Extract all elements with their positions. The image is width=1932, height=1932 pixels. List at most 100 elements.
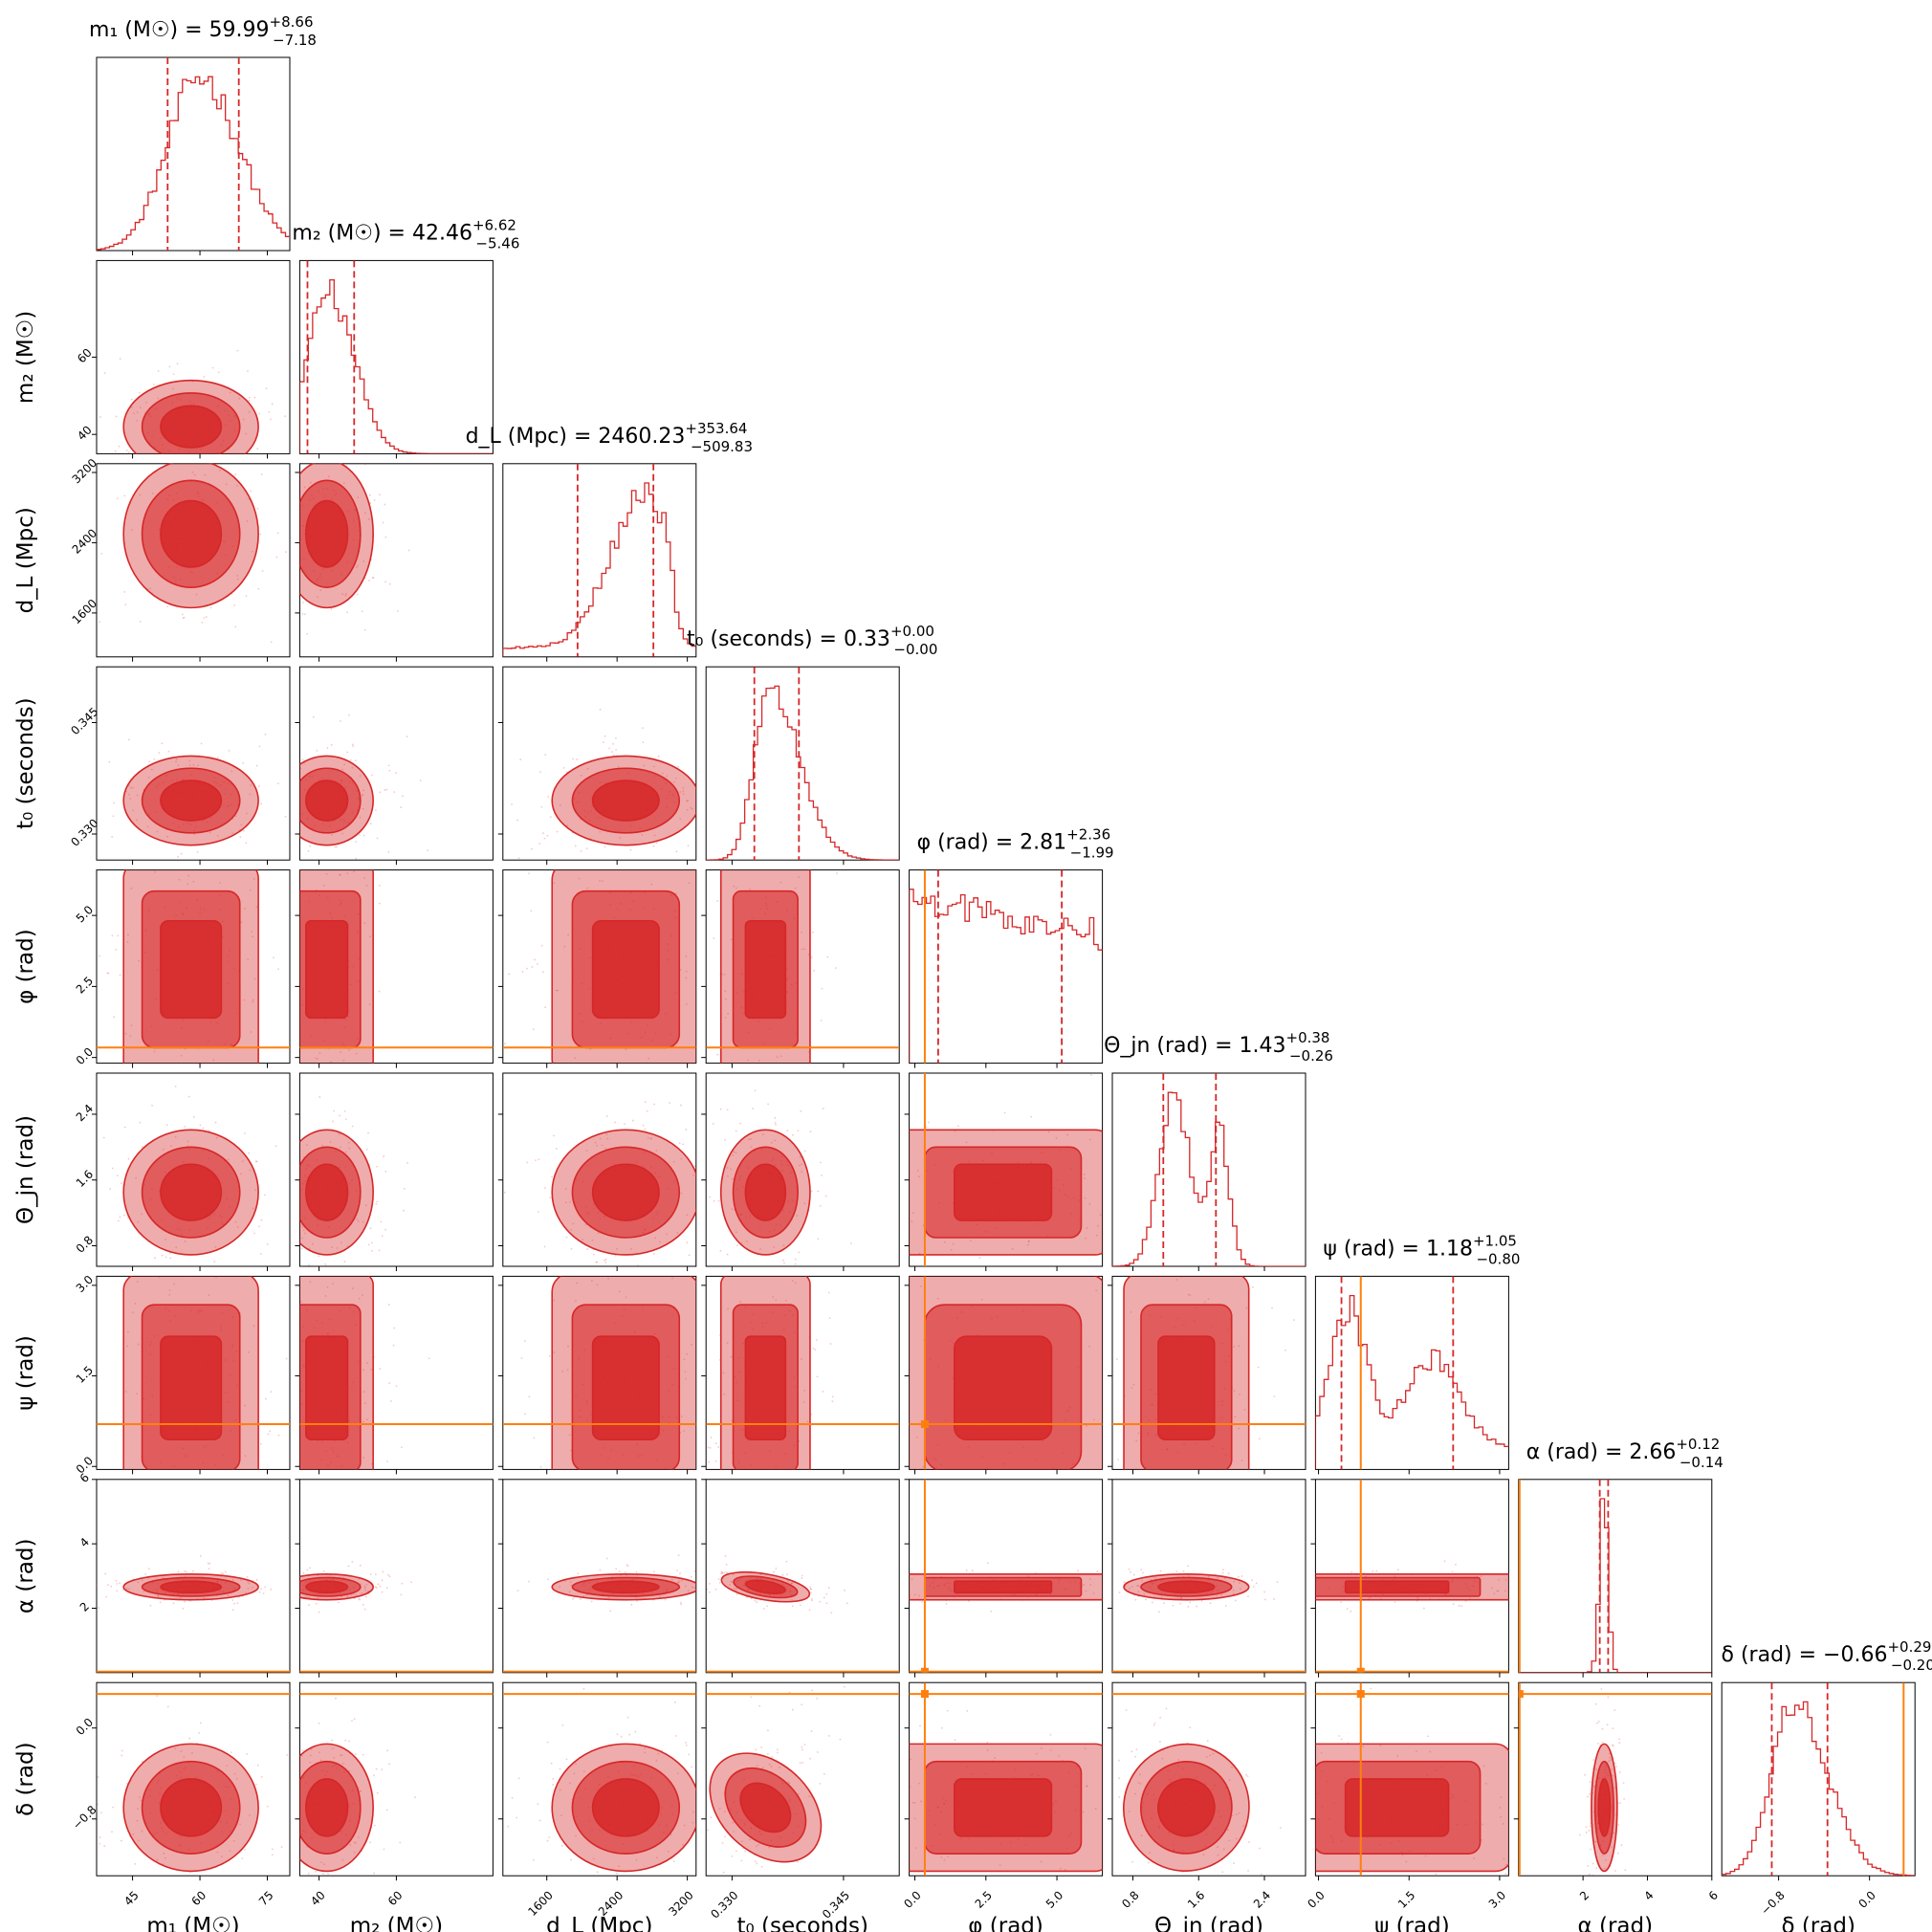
scatter-point <box>672 1160 675 1163</box>
scatter-point <box>270 1391 273 1394</box>
scatter-point <box>672 1860 675 1863</box>
scatter-point <box>735 1592 738 1595</box>
scatter-point <box>1145 1598 1147 1601</box>
scatter-point <box>760 1865 763 1868</box>
scatter-point <box>836 872 838 874</box>
scatter-point <box>240 823 243 826</box>
scatter-point <box>244 907 246 910</box>
scatter-point <box>692 807 693 810</box>
scatter-point <box>559 1789 561 1791</box>
scatter-point <box>674 777 677 779</box>
scatter-point <box>203 1596 206 1599</box>
scatter-point <box>289 1730 290 1732</box>
scatter-point <box>570 1858 572 1861</box>
scatter-point <box>1124 1585 1127 1588</box>
scatter-point <box>1271 1306 1273 1309</box>
scatter-point <box>316 859 318 861</box>
scatter-point <box>243 1404 246 1407</box>
scatter-point <box>911 1578 913 1581</box>
scatter-point <box>214 1245 217 1248</box>
scatter-point <box>1187 1293 1190 1296</box>
scatter-point <box>375 1587 378 1589</box>
scatter-point <box>370 1241 373 1244</box>
scatter-point <box>387 764 390 767</box>
scatter-point <box>138 391 141 394</box>
scatter-point <box>111 1167 114 1170</box>
scatter-point <box>378 884 381 887</box>
scatter-point <box>149 1604 152 1607</box>
scatter-point <box>134 1862 137 1865</box>
scatter-point <box>936 1297 939 1300</box>
scatter-point <box>265 1397 267 1400</box>
scatter-point <box>532 1858 535 1861</box>
scatter-point <box>564 1580 567 1583</box>
scatter-point <box>548 1355 551 1357</box>
scatter-point <box>626 1564 628 1566</box>
scatter-point <box>253 396 256 399</box>
scatter-point <box>615 1067 617 1069</box>
scatter-point <box>718 1581 721 1584</box>
scatter-point <box>348 714 350 716</box>
scatter-point <box>285 551 287 554</box>
scatter-point <box>191 471 194 473</box>
scatter-point <box>243 999 246 1001</box>
scatter-point <box>503 1192 506 1194</box>
scatter-point <box>153 1257 156 1260</box>
scatter-point <box>111 934 114 937</box>
scatter-point <box>247 1581 250 1583</box>
scatter-point <box>747 1067 749 1069</box>
scatter-point <box>494 1387 496 1389</box>
scatter-point <box>611 751 613 753</box>
scatter-point <box>618 1290 621 1293</box>
panel-phi-delta <box>904 1681 1104 1881</box>
scatter-point <box>536 962 538 965</box>
scatter-point <box>1101 1570 1103 1573</box>
scatter-point <box>252 1587 253 1589</box>
contour-3 <box>1157 1335 1216 1440</box>
scatter-point <box>276 782 279 785</box>
scatter-point <box>731 1208 734 1211</box>
scatter-point <box>683 1430 686 1433</box>
scatter-point <box>625 1296 627 1299</box>
scatter-point <box>212 1896 214 1898</box>
scatter-point <box>347 1565 350 1568</box>
scatter-point <box>376 837 379 840</box>
scatter-point <box>97 1584 98 1586</box>
scatter-point <box>965 1141 968 1144</box>
scatter-point <box>133 412 135 415</box>
scatter-point <box>808 1609 811 1612</box>
scatter-point <box>294 882 296 884</box>
scatter-point <box>317 1058 318 1061</box>
scatter-point <box>561 1371 564 1373</box>
scatter-point <box>241 1160 244 1163</box>
scatter-point <box>697 1860 699 1862</box>
scatter-point <box>428 1357 430 1360</box>
scatter-point <box>305 1144 308 1147</box>
scatter-point <box>1238 1575 1240 1578</box>
scatter-point <box>757 1059 760 1062</box>
scatter-point <box>90 1486 92 1488</box>
scatter-point <box>141 1213 143 1216</box>
scatter-point <box>85 1836 87 1838</box>
scatter-point <box>679 1572 681 1574</box>
scatter-point <box>1097 1224 1100 1227</box>
scatter-point <box>816 1697 819 1700</box>
scatter-point <box>99 416 101 418</box>
scatter-point <box>1065 1269 1066 1271</box>
scatter-point <box>356 593 359 596</box>
scatter-point <box>688 1254 691 1257</box>
scatter-point <box>638 1276 640 1277</box>
scatter-point <box>672 1266 674 1268</box>
scatter-point <box>1307 1592 1309 1594</box>
panel-phi-psi <box>904 1275 1104 1475</box>
scatter-point <box>366 1362 368 1365</box>
scatter-point <box>110 1585 113 1588</box>
scatter-point <box>340 1051 342 1053</box>
scatter-point <box>946 1709 949 1712</box>
scatter-point <box>375 1767 378 1770</box>
scatter-point <box>656 1856 658 1859</box>
scatter-point <box>1089 1138 1091 1141</box>
scatter-point <box>735 1130 737 1132</box>
scatter-point <box>680 1157 683 1160</box>
scatter-point <box>801 1163 803 1166</box>
